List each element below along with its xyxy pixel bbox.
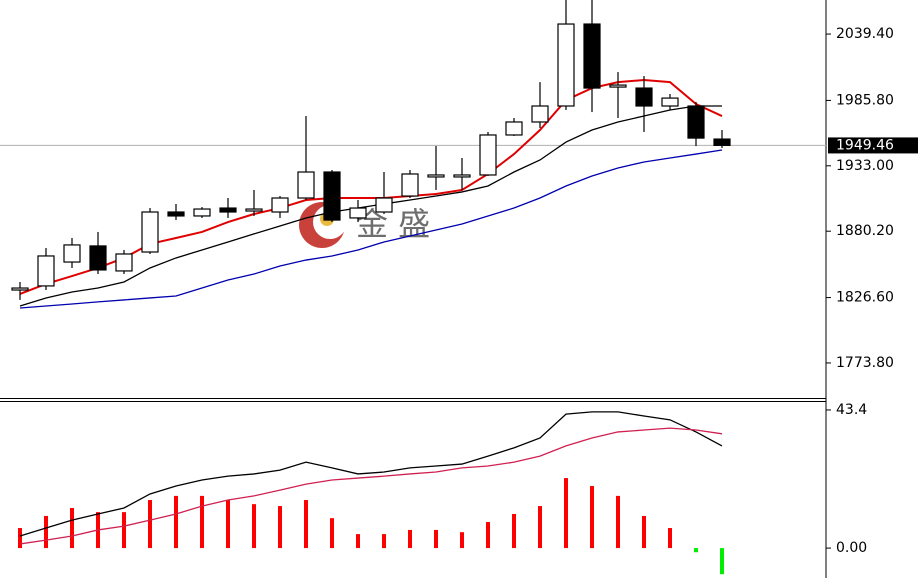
candle-body: [219, 207, 237, 213]
y-tick-label: 0.00: [836, 540, 867, 556]
price-label: 1949.46: [836, 137, 894, 153]
y-tick-label: 43.4: [836, 402, 867, 418]
line-series: [19, 411, 723, 537]
bar: [304, 500, 308, 549]
bar: [512, 514, 516, 549]
bar: [486, 521, 490, 549]
candle-body: [323, 171, 341, 221]
candle-body: [557, 23, 575, 107]
candle-body: [37, 255, 55, 287]
line-series: [19, 78, 723, 295]
bar: [226, 500, 230, 549]
candle-body: [401, 173, 419, 197]
candle-body: [453, 174, 471, 178]
bar: [44, 515, 48, 549]
candle-body: [271, 197, 289, 213]
bar: [148, 500, 152, 549]
bar: [70, 507, 74, 549]
watermark-text: 金 盛: [356, 205, 430, 243]
candle-body: [89, 245, 107, 271]
bar: [642, 515, 646, 549]
bar: [382, 534, 386, 549]
bar: [720, 548, 724, 575]
line-series: [19, 149, 723, 309]
candle-body: [349, 207, 367, 219]
price-tag: [828, 137, 918, 154]
bar: [564, 478, 568, 549]
bar: [538, 506, 542, 549]
bar: [694, 548, 698, 553]
line-series: [19, 427, 723, 545]
candle-body: [297, 171, 315, 199]
bar: [278, 506, 282, 549]
bar: [330, 518, 334, 549]
line-series: [19, 105, 722, 307]
candle-body: [661, 97, 679, 107]
candle-body: [635, 87, 653, 107]
candle-body: [505, 121, 523, 136]
candle-body: [167, 211, 185, 217]
bar: [18, 528, 22, 549]
bar: [252, 504, 256, 549]
bar: [200, 495, 204, 549]
bar: [460, 532, 464, 549]
candle-body: [375, 197, 393, 213]
bar: [408, 529, 412, 549]
y-tick-label: 1826.60: [836, 290, 894, 306]
y-tick-label: 1880.20: [836, 223, 894, 239]
candle-body: [583, 23, 601, 89]
bar: [434, 529, 438, 549]
candle-body: [245, 208, 263, 212]
candle-body: [427, 174, 445, 178]
y-tick-label: 2039.40: [836, 26, 894, 42]
bar: [590, 486, 594, 549]
bar: [616, 495, 620, 549]
candle-body: [531, 105, 549, 123]
bar: [174, 495, 178, 549]
y-tick-label: 1773.80: [836, 355, 894, 371]
candle-body: [63, 244, 81, 263]
candle-body: [11, 287, 29, 291]
candle-body: [687, 105, 705, 139]
plot: [0, 0, 826, 309]
y-tick-label: 1933.00: [836, 158, 894, 174]
candle-body: [479, 134, 497, 176]
bar: [356, 534, 360, 549]
candle-body: [193, 208, 211, 217]
candle-body: [609, 84, 627, 88]
candle-body: [115, 253, 133, 272]
candle-body: [141, 211, 159, 253]
plot: [18, 411, 724, 575]
y-tick-label: 1985.80: [836, 92, 894, 108]
bar: [668, 528, 672, 549]
bar: [122, 512, 126, 549]
candle-body: [713, 138, 731, 146]
